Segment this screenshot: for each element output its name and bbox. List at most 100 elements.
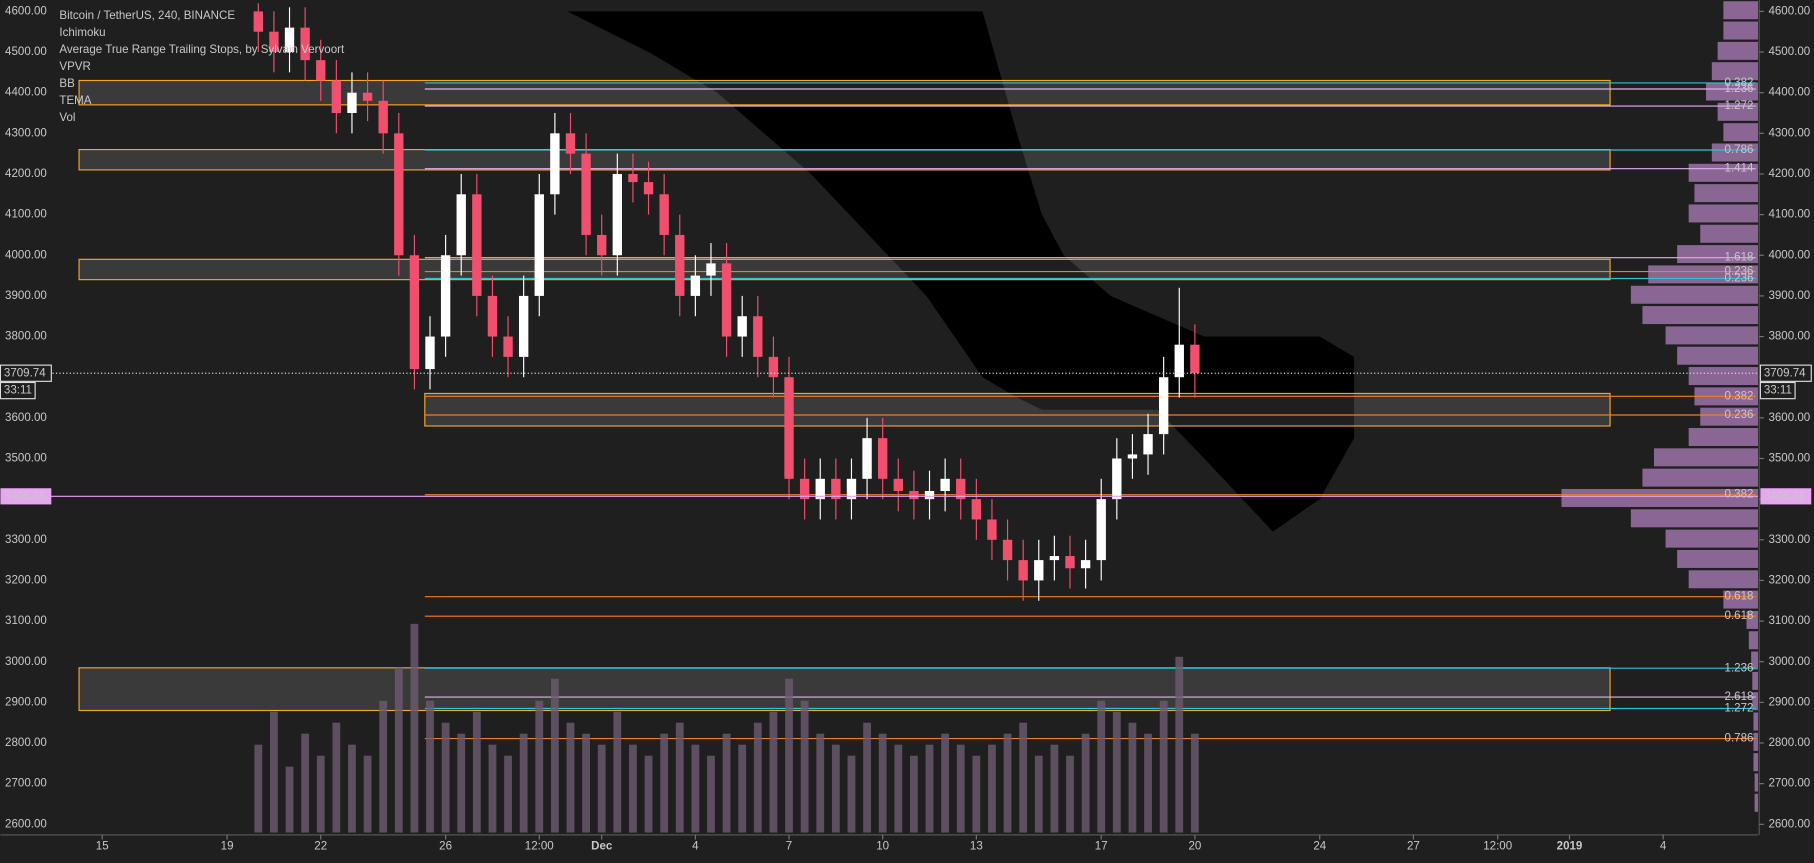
- last-price-label: 3709.74: [1764, 367, 1806, 379]
- legend-text: Average True Range Trailing Stops, by Sy…: [59, 44, 345, 56]
- candle-body: [831, 478, 841, 500]
- fib-level-label: 0.382: [1725, 77, 1754, 89]
- volume-bar: [441, 722, 450, 833]
- y-tick-label: 3300.00: [1768, 534, 1810, 546]
- volume-bar: [753, 722, 762, 833]
- marked-price-badge: [1760, 488, 1812, 505]
- volume-bar: [316, 755, 325, 833]
- candle-body: [721, 263, 732, 337]
- fib-level-label: 0.618: [1725, 591, 1754, 603]
- volume-bar: [488, 744, 497, 833]
- candle-body: [284, 27, 295, 53]
- y-tick-label-left: 4600.00: [5, 5, 47, 17]
- legend: Bitcoin / TetherUS, 240, BINANCE Ichimoku…: [59, 10, 345, 124]
- volume-bar: [1050, 744, 1059, 833]
- fib-zone: [78, 667, 1611, 712]
- volume-bar: [816, 733, 825, 833]
- y-tick-label: 2800.00: [1768, 737, 1810, 749]
- candle-body: [487, 295, 498, 337]
- candle-body: [737, 316, 747, 337]
- last-price-label: 3709.74: [4, 367, 46, 379]
- x-tick-label: 27: [1407, 840, 1420, 852]
- candle-body: [300, 27, 310, 61]
- volume-bar: [847, 755, 856, 833]
- x-tick-label: 17: [1095, 840, 1108, 852]
- candle-body: [940, 478, 950, 492]
- fib-zone: [78, 79, 1611, 106]
- volume-bar: [1190, 733, 1199, 833]
- volume-profile-bar: [1688, 428, 1759, 447]
- y-tick-label: 3900.00: [1768, 290, 1810, 302]
- volume-bar: [410, 623, 419, 833]
- countdown-label: 33:11: [1764, 385, 1792, 397]
- fib-level-label: 0.618: [1725, 610, 1754, 622]
- volume-bar: [831, 744, 840, 833]
- y-tick-label: 3600.00: [1768, 412, 1810, 424]
- volume-bar: [956, 744, 965, 833]
- fib-level-label: 1.414: [1725, 163, 1754, 175]
- volume-profile-bar: [1677, 346, 1759, 365]
- x-tick-label: 4: [692, 840, 699, 852]
- candle-body: [612, 173, 623, 256]
- volume-bar: [925, 744, 934, 833]
- volume-bar: [363, 755, 372, 833]
- y-tick-label-left: 4300.00: [5, 127, 47, 139]
- volume-bar: [722, 733, 731, 833]
- candle-body: [597, 234, 607, 256]
- fib-level-label: 0.236: [1725, 266, 1754, 278]
- volume-bar: [254, 744, 263, 833]
- y-tick-label: 3200.00: [1768, 574, 1810, 586]
- legend-text: BB: [59, 78, 75, 90]
- volume-profile-bar: [1753, 753, 1759, 772]
- x-tick-label: 7: [786, 840, 792, 852]
- legend-text: TEMA: [59, 95, 91, 107]
- fib-level-label: 0.786: [1725, 733, 1754, 745]
- candle-body: [394, 133, 404, 256]
- candle-body: [331, 80, 342, 113]
- fib-zone: [424, 392, 1611, 427]
- candle-body: [425, 336, 435, 370]
- candle-body: [1049, 556, 1060, 561]
- volume-bar: [1019, 722, 1028, 833]
- volume-bar: [550, 678, 559, 833]
- candle-body: [409, 255, 420, 370]
- candle-body: [581, 153, 591, 235]
- volume-bar: [1128, 722, 1137, 833]
- fib-level-label: 0.236: [1725, 409, 1754, 421]
- candle-body: [753, 316, 763, 357]
- volume-profile-bar: [1653, 448, 1759, 467]
- volume-bar: [519, 733, 528, 833]
- x-tick-label: 10: [876, 840, 889, 852]
- x-tick-label: 15: [96, 840, 109, 852]
- volume-bar: [785, 678, 793, 833]
- y-tick-label: 2600.00: [1768, 818, 1810, 830]
- fib-level-label: 1.236: [1725, 662, 1754, 674]
- volume-profile-bar: [1665, 529, 1759, 548]
- volume-profile-bar: [1706, 82, 1759, 101]
- y-tick-label: 3100.00: [1768, 615, 1810, 627]
- volume-bar: [909, 755, 918, 833]
- y-tick-label-left: 3600.00: [5, 412, 47, 424]
- y-tick-label-left: 2900.00: [5, 696, 47, 708]
- x-tick-label: 26: [439, 840, 452, 852]
- candle-body: [706, 263, 716, 276]
- volume-bar: [660, 733, 669, 833]
- volume-profile-bar: [1688, 204, 1759, 223]
- candle-body: [971, 499, 982, 520]
- y-tick-label-left: 2700.00: [5, 778, 47, 790]
- candle-body: [628, 173, 638, 183]
- volume-profile-bar: [1752, 671, 1759, 690]
- x-tick-label: 19: [221, 840, 234, 852]
- volume-bar: [504, 755, 512, 833]
- volume-bar: [301, 733, 310, 833]
- candle-body: [1002, 539, 1013, 561]
- candle-body: [269, 31, 279, 53]
- volume-bar: [644, 755, 653, 833]
- candle-body: [815, 478, 825, 500]
- volume-bar: [1112, 711, 1121, 833]
- volume-profile-bar: [1677, 245, 1759, 264]
- volume-profile-bar: [1700, 224, 1759, 243]
- y-tick-label: 4100.00: [1768, 209, 1810, 221]
- candle-body: [768, 356, 779, 378]
